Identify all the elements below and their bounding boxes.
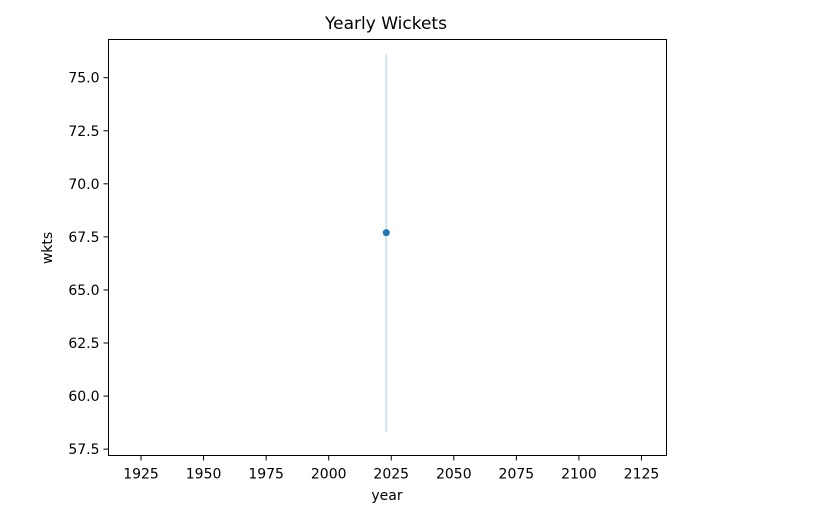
x-tick-label: 2125 [624,467,660,483]
x-tick-label: 2025 [373,467,409,483]
y-tick-label: 72.5 [68,124,99,140]
x-tick-label: 2100 [561,467,597,483]
y-tick-label: 75.0 [68,71,99,87]
chart-title: Yearly Wickets [324,14,447,34]
y-axis-label: wkts [40,232,56,264]
data-point [382,229,390,237]
x-tick-label: 2050 [436,467,472,483]
y-axis: 57.5 60.0 62.5 65.0 67.5 70.0 72.5 75.0 [68,71,109,458]
y-tick-label: 62.5 [68,336,99,352]
x-tick-label: 1950 [186,467,222,483]
plot-frame [108,39,667,456]
x-axis-label: year [371,488,402,504]
y-tick-label: 70.0 [68,177,99,193]
y-tick-label: 57.5 [68,442,99,458]
x-tick-label: 1975 [248,467,284,483]
plot-area [382,54,390,433]
x-tick-label: 2075 [499,467,535,483]
y-tick-label: 65.0 [68,283,99,299]
x-axis: 1925 1950 1975 2000 2025 2050 2075 2100 2125 [123,455,660,483]
y-tick-label: 60.0 [68,389,99,405]
x-tick-label: 1925 [123,467,159,483]
x-tick-label: 2000 [311,467,347,483]
y-tick-label: 67.5 [68,230,99,246]
